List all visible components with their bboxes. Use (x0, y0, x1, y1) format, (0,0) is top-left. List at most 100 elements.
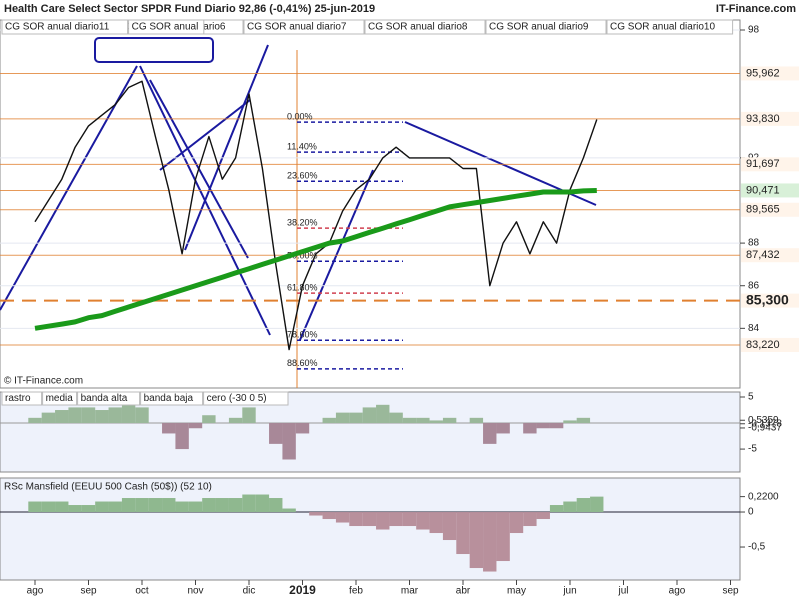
bar (202, 415, 216, 424)
bar (442, 512, 457, 541)
bar (376, 404, 390, 424)
bar (188, 501, 203, 513)
bar (349, 512, 363, 527)
bar (215, 498, 229, 513)
price-line (34, 188, 597, 331)
bar (228, 498, 243, 513)
level-label: 95,962 (746, 67, 780, 79)
level-box (741, 337, 799, 352)
bar (202, 498, 216, 513)
bar (68, 407, 82, 424)
source: IT-Finance.com (716, 3, 796, 15)
legend-box (1, 19, 129, 35)
bar (55, 410, 69, 424)
bar (175, 501, 189, 513)
bar (135, 498, 149, 513)
legend-entry: banda alta (81, 393, 128, 404)
x-tick-label: 2019 (289, 583, 316, 597)
level-box (741, 293, 799, 308)
bar (416, 512, 430, 530)
x-tick-label: jun (562, 586, 576, 597)
x-tick-label: mar (401, 586, 419, 597)
bar (81, 505, 96, 513)
bar (469, 512, 484, 569)
y-tick-label: 98 (748, 25, 760, 36)
bar (269, 423, 283, 444)
legend-box (42, 391, 78, 406)
bar (549, 505, 564, 513)
legend-entry: CG SOR anual diario7 (247, 22, 347, 33)
legend-box (128, 19, 205, 35)
bar (41, 412, 56, 424)
bar (496, 512, 510, 562)
bar (269, 498, 283, 513)
y-tick-label: 5 (748, 392, 754, 403)
legend-box (203, 391, 289, 406)
bar (536, 512, 550, 520)
fib-label: 78.60% (287, 330, 318, 340)
y-tick-label: 0,2200 (748, 491, 779, 502)
x-tick-label: jul (617, 586, 628, 597)
legend-box (606, 19, 734, 35)
bar (376, 512, 390, 530)
bar (55, 501, 69, 513)
bar (162, 498, 176, 513)
x-tick-label: ago (669, 586, 686, 597)
x-tick-label: sep (80, 586, 97, 597)
bar (108, 501, 122, 513)
legend-box (364, 19, 486, 35)
bar (68, 505, 82, 513)
bar (242, 494, 256, 513)
bar (416, 417, 430, 424)
y-tick-label: 88 (748, 238, 760, 249)
legend-entry: banda baja (144, 393, 194, 404)
legend-entry: CG SOR anual diario8 (368, 22, 468, 33)
bar (389, 512, 403, 527)
fib-label: 11.40% (287, 141, 317, 151)
chart-title: Health Care Select Sector SPDR Fund Diar… (4, 3, 375, 15)
y-tick-label: -0,1378 (748, 418, 782, 429)
level-label: 83,220 (746, 339, 780, 351)
x-tick-label: abr (456, 586, 471, 597)
bar (523, 423, 537, 434)
level-box (741, 157, 799, 172)
x-tick-label: ago (27, 586, 44, 597)
y-tick-label: 0 (748, 507, 754, 518)
trend-line (184, 44, 269, 251)
bar (135, 407, 149, 424)
bar (563, 501, 577, 513)
y-tick-label: -5 (748, 444, 757, 455)
bar (429, 512, 443, 534)
legend-entry: CG SOR anual (132, 22, 199, 33)
level-box (741, 183, 799, 198)
fib-label: 50.00% (287, 251, 318, 261)
panel-title: RSc Mansfield (EEUU 500 Cash (50$)) (52 … (4, 482, 212, 493)
bar (563, 420, 577, 424)
mansfield-panel (0, 477, 741, 581)
y-tick-label: 0,5359 (748, 415, 779, 426)
bar (121, 498, 136, 513)
bar (483, 423, 497, 444)
bar (402, 512, 417, 527)
x-tick-label: nov (187, 586, 203, 597)
bar (549, 423, 564, 429)
x-tick-label: may (507, 586, 526, 597)
level-box (741, 111, 799, 126)
legend-box (243, 19, 365, 35)
bar (28, 417, 42, 424)
bar (496, 423, 510, 434)
bar (242, 407, 256, 424)
bar (28, 501, 42, 513)
bar (362, 407, 377, 424)
level-label: 87,432 (746, 249, 780, 261)
legend-box (1, 391, 43, 406)
bar (95, 501, 109, 513)
fib-label: 23.60% (287, 171, 318, 181)
legend-entry: media (46, 393, 74, 404)
fib-label: 88.60% (287, 358, 318, 368)
legend-entry: CG SOR anual diario10 (610, 22, 715, 33)
bar (483, 512, 497, 572)
annotation-box (94, 37, 214, 63)
